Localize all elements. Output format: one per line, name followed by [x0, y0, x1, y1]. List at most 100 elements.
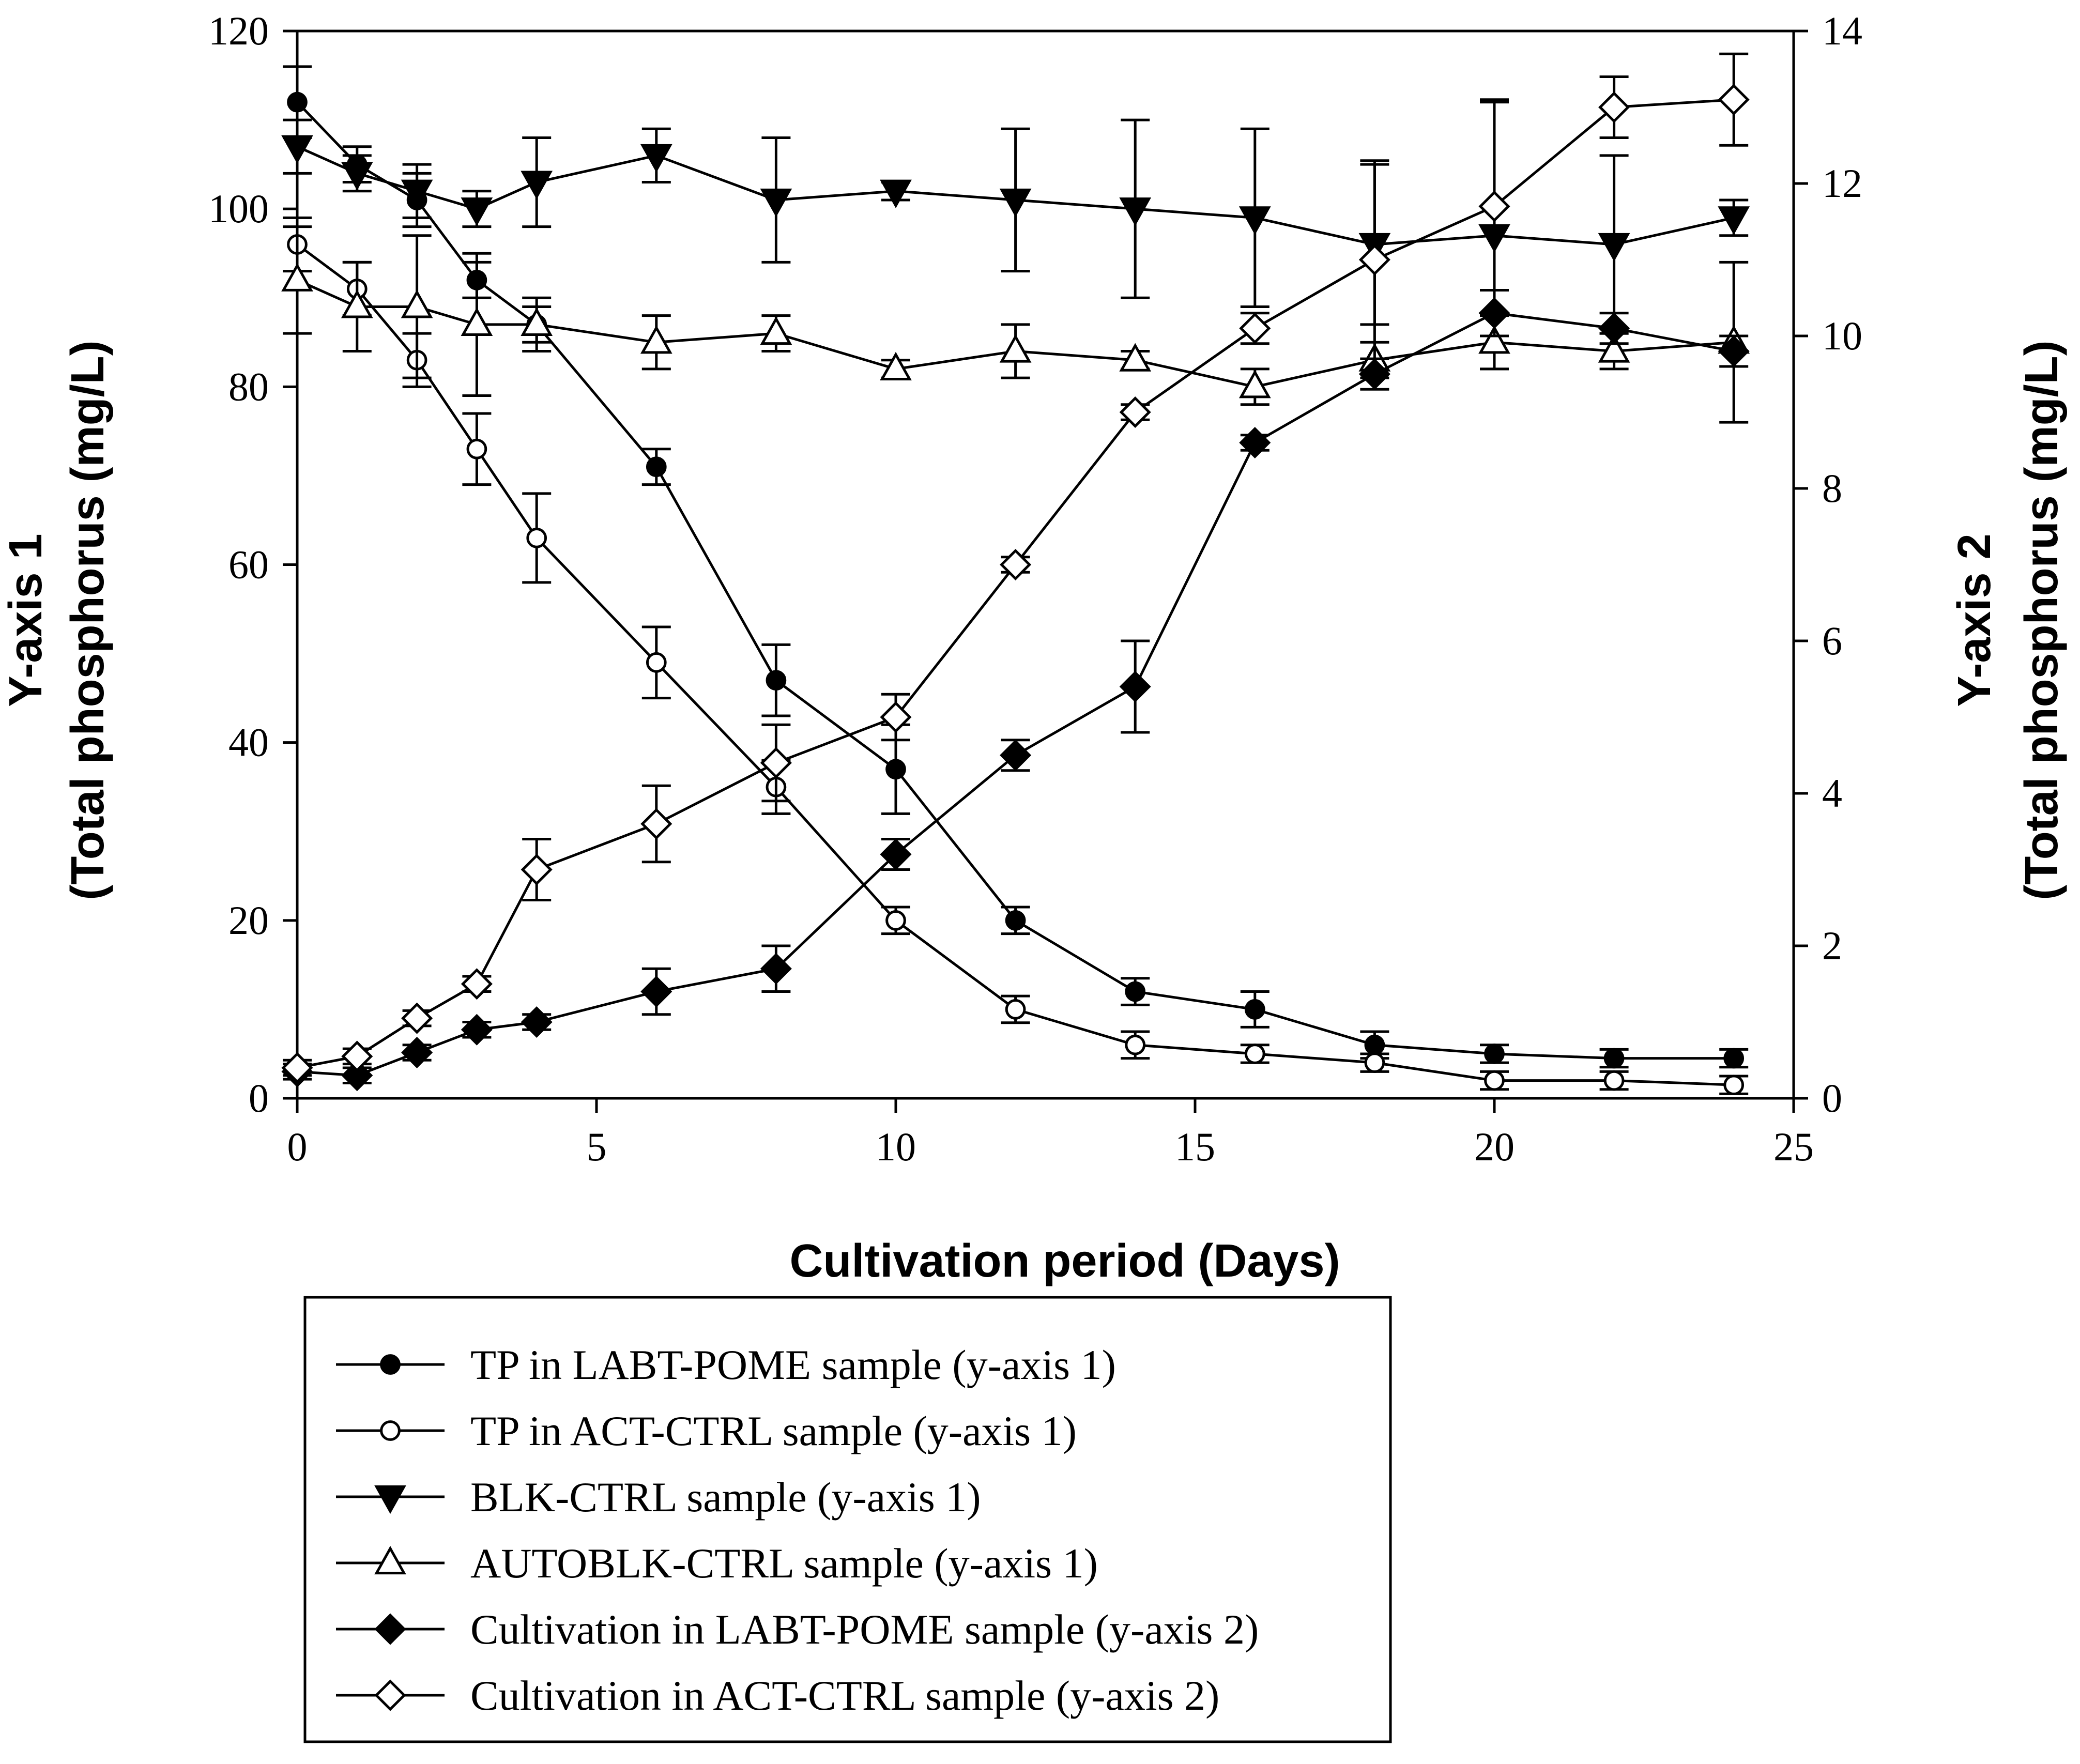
legend-marker	[380, 1420, 401, 1441]
data-point	[1718, 206, 1750, 235]
data-point	[760, 316, 792, 345]
data-point	[461, 197, 493, 226]
y2-tick-label: 0	[1822, 1076, 1842, 1121]
data-point	[1484, 1044, 1505, 1064]
data-point	[1598, 91, 1630, 124]
data-point	[1478, 190, 1510, 222]
data-point	[341, 1060, 373, 1092]
legend-label-part: Cultivation	[470, 1606, 661, 1653]
legend-label-part: AUTOBLK-CTRL	[470, 1540, 793, 1587]
data-point	[885, 759, 906, 780]
data-point	[1598, 312, 1630, 344]
legend-label-part: ACT-CTRL sample (y-axis 2)	[705, 1672, 1219, 1719]
data-point	[1119, 670, 1151, 703]
y-tick-label: 100	[208, 186, 269, 231]
data-point	[461, 307, 493, 336]
data-point	[760, 953, 792, 985]
data-point	[999, 334, 1032, 363]
data-point	[1718, 84, 1750, 116]
data-point	[1723, 1075, 1745, 1096]
data-point	[1005, 999, 1026, 1020]
legend-label-part: LABT-POME sample (y-axis 1)	[562, 1341, 1116, 1388]
y2-tick-label: 6	[1822, 618, 1842, 663]
legend-label-part: BLK-CTRL sample (y-axis 1)	[470, 1474, 981, 1521]
x-tick-label: 10	[876, 1124, 916, 1169]
legend-label-part: LABT-POME sample (y-axis 2)	[705, 1606, 1259, 1653]
legend-marker	[374, 1613, 406, 1645]
y2-axis-title-line1: Y-axis 2	[1949, 533, 2000, 707]
data-point	[526, 528, 547, 548]
data-point	[521, 307, 553, 336]
y-tick-label: 0	[249, 1076, 269, 1121]
legend-label: TP in LABT-POME sample (y-axis 1)	[470, 1341, 1116, 1388]
series-3	[281, 225, 1750, 424]
legend-label: BLK-CTRL sample (y-axis 1)	[470, 1474, 981, 1521]
data-point	[401, 1036, 433, 1069]
data-point	[401, 1002, 433, 1034]
data-point	[880, 179, 912, 208]
data-point	[1005, 910, 1026, 931]
data-point	[1238, 370, 1271, 398]
data-point	[466, 438, 487, 459]
legend-item-5: Cultivation in ACT-CTRL sample (y-axis 2…	[336, 1672, 1219, 1719]
data-point	[880, 351, 912, 381]
data-point	[1000, 548, 1032, 581]
data-point	[640, 808, 672, 840]
legend-label: Cultivation in ACT-CTRL sample (y-axis 2…	[470, 1672, 1219, 1719]
legend-item-2: BLK-CTRL sample (y-axis 1)	[336, 1474, 981, 1521]
data-point	[1244, 999, 1265, 1020]
data-point	[341, 1040, 373, 1072]
series-4	[281, 289, 1750, 1092]
data-point	[1244, 1044, 1265, 1064]
y2-axis-title-line2: (Total phosphorus (mg/L)	[2016, 340, 2068, 900]
legend-label: Cultivation in LABT-POME sample (y-axis …	[470, 1606, 1259, 1653]
data-point	[1358, 243, 1390, 276]
data-point	[880, 838, 912, 870]
data-point	[1358, 358, 1390, 390]
y-tick-label: 60	[228, 542, 269, 587]
data-point	[461, 1014, 493, 1046]
data-point	[760, 188, 792, 218]
data-point	[880, 701, 912, 733]
data-point	[1603, 1070, 1625, 1091]
data-point	[1364, 1034, 1385, 1055]
legend-marker	[374, 1545, 406, 1575]
data-point	[1238, 206, 1271, 235]
data-point	[1239, 312, 1271, 344]
x-tick-label: 20	[1474, 1124, 1515, 1169]
series-0	[283, 65, 1749, 1069]
data-point	[646, 456, 667, 478]
data-point	[341, 289, 373, 318]
legend-marker	[374, 1485, 406, 1514]
legend-box	[303, 1296, 1392, 1743]
data-point	[1603, 1048, 1625, 1069]
x-tick-label: 5	[587, 1124, 607, 1169]
legend-label-part: TP in	[470, 1341, 562, 1388]
data-point	[1119, 396, 1151, 428]
legend-item-4: Cultivation in LABT-POME sample (y-axis …	[336, 1606, 1259, 1653]
data-point	[281, 263, 313, 292]
data-point	[281, 1052, 313, 1084]
data-point	[1119, 343, 1152, 372]
data-point	[1364, 1052, 1385, 1073]
x-tick-label: 15	[1175, 1124, 1215, 1169]
y2-tick-label: 12	[1822, 161, 1862, 206]
data-point	[521, 853, 553, 886]
legend-label-part: in	[661, 1606, 705, 1653]
y2-tick-label: 8	[1822, 466, 1842, 511]
data-point	[1239, 426, 1271, 459]
data-point	[1723, 1048, 1745, 1069]
legend-marker	[380, 1354, 401, 1375]
data-point	[766, 670, 787, 691]
legend-label-part: sample (y-axis 1)	[793, 1540, 1098, 1587]
y2-tick-label: 4	[1822, 771, 1842, 816]
y-tick-label: 120	[208, 8, 269, 53]
data-point	[521, 1006, 553, 1038]
y-tick-label: 80	[228, 364, 269, 409]
data-point	[401, 289, 433, 318]
y2-tick-label: 10	[1822, 313, 1862, 358]
legend-marker	[374, 1679, 406, 1711]
data-point	[999, 188, 1032, 218]
data-point	[1119, 197, 1152, 226]
